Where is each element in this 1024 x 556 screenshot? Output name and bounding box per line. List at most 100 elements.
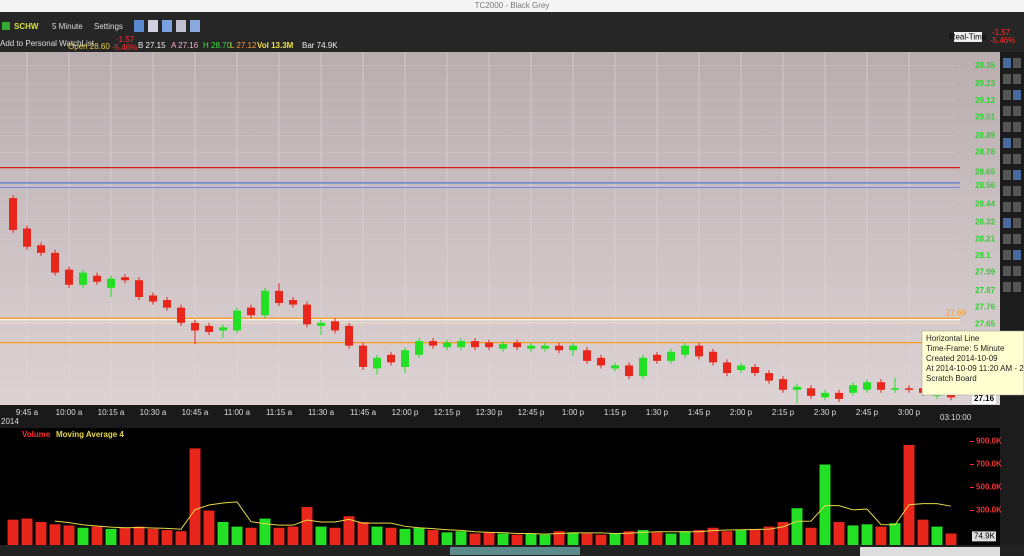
volume-bar — [693, 530, 705, 545]
volume-bar — [119, 527, 131, 545]
tool-button[interactable] — [1003, 154, 1011, 164]
watchlist[interactable]: Add to Personal WatchList — [0, 39, 95, 48]
volume-bar — [469, 533, 481, 545]
candle-body — [583, 350, 591, 361]
quote-ask: A 27.16 — [171, 41, 199, 50]
tool-button[interactable] — [1013, 282, 1021, 292]
volume-bar — [945, 533, 957, 545]
tool-button[interactable] — [1013, 186, 1021, 196]
tool-button[interactable] — [1003, 122, 1011, 132]
y-tick-label: 28.21 — [975, 234, 996, 243]
tool-button[interactable] — [1003, 250, 1011, 260]
tool-icon[interactable] — [134, 20, 144, 32]
volume-bar — [735, 530, 747, 545]
candle-body — [37, 245, 45, 253]
tool-button[interactable] — [1013, 170, 1021, 180]
tool-button[interactable] — [1013, 138, 1021, 148]
x-tick-label: 2:15 p — [772, 408, 795, 417]
x-tick-label: 11:30 a — [308, 408, 335, 417]
tool-icon[interactable] — [176, 20, 186, 32]
add-icon[interactable] — [2, 22, 10, 30]
candle-body — [93, 275, 101, 282]
tool-button[interactable] — [1013, 266, 1021, 276]
y-tick-label: 27.65 — [975, 319, 996, 328]
volume-bar — [399, 528, 411, 545]
tool-icon[interactable] — [162, 20, 172, 32]
last-price: 27.16 — [974, 394, 995, 403]
tool-button[interactable] — [1003, 138, 1011, 148]
last-price-box — [972, 393, 996, 404]
tool-button[interactable] — [1003, 58, 1011, 68]
pane-title: Volume — [22, 430, 51, 439]
tool-button[interactable] — [1013, 106, 1021, 116]
candle-body — [765, 373, 773, 381]
tool-button[interactable] — [1003, 202, 1011, 212]
volume-bar — [833, 522, 845, 545]
candle-body — [79, 272, 87, 285]
candle-body — [653, 354, 661, 361]
symbol[interactable]: SCHW — [14, 22, 39, 31]
candle-body — [317, 322, 325, 326]
volume-bar — [7, 519, 19, 545]
candle-body — [793, 386, 801, 390]
tool-button[interactable] — [1003, 218, 1011, 228]
candle-body — [205, 325, 213, 332]
timeframe[interactable]: 5 Minute — [52, 22, 83, 31]
tool-button[interactable] — [1013, 234, 1021, 244]
tool-button[interactable] — [1013, 250, 1021, 260]
volume-bar — [77, 527, 89, 545]
tool-button[interactable] — [1013, 202, 1021, 212]
volume-bar — [861, 524, 873, 545]
candle-body — [303, 304, 311, 325]
x-tick-label: 10:00 a — [56, 408, 83, 417]
clock-label: 03:10:00 — [940, 413, 972, 422]
x-tick-label: 9:45 a — [16, 408, 39, 417]
candle-body — [597, 357, 605, 366]
settings[interactable]: Settings — [94, 22, 123, 31]
tool-button[interactable] — [1003, 90, 1011, 100]
volume-bar — [455, 531, 467, 545]
candle-body — [681, 345, 689, 355]
tool-button[interactable] — [1003, 282, 1011, 292]
volume-bar — [21, 518, 33, 545]
volume-bar — [49, 524, 61, 545]
quote-bid: B 27.15 — [138, 41, 166, 50]
candle-body — [387, 354, 395, 363]
tool-button[interactable] — [1003, 74, 1011, 84]
volume-bar — [287, 526, 299, 545]
y-tick-label: 28.44 — [975, 199, 996, 208]
realtime-box[interactable] — [954, 32, 982, 42]
volume-bar — [273, 527, 285, 545]
tool-button[interactable] — [1003, 266, 1011, 276]
overlay-title: Moving Average 4 — [56, 430, 124, 439]
tool-button[interactable] — [1013, 90, 1021, 100]
candle-body — [51, 252, 59, 273]
volume-bar — [917, 519, 929, 545]
volume-bar — [343, 516, 355, 545]
candle-body — [247, 307, 255, 316]
tool-icon[interactable] — [148, 20, 158, 32]
tool-button[interactable] — [1013, 74, 1021, 84]
y-tick-label: 28.65 — [975, 167, 996, 176]
tool-button[interactable] — [1003, 106, 1011, 116]
realtime[interactable]: Real-Time — [950, 33, 987, 42]
volume-bar — [147, 528, 159, 545]
tooltip-line: Scratch Board — [926, 374, 977, 383]
line-label: 27.69 — [946, 308, 967, 317]
tool-button[interactable] — [1013, 154, 1021, 164]
tool-button[interactable] — [1003, 234, 1011, 244]
candle-body — [835, 392, 843, 399]
tool-button[interactable] — [1003, 170, 1011, 180]
volume-bar — [623, 531, 635, 545]
tool-icon[interactable] — [190, 20, 200, 32]
candle-body — [135, 280, 143, 297]
scroll-thumb[interactable] — [450, 547, 580, 555]
tool-button[interactable] — [1003, 186, 1011, 196]
volume-bar — [581, 533, 593, 545]
tool-button[interactable] — [1013, 218, 1021, 228]
candle-body — [709, 351, 717, 363]
volume-bar — [413, 527, 425, 545]
tool-button[interactable] — [1013, 58, 1021, 68]
moving-average — [54, 501, 952, 535]
tool-button[interactable] — [1013, 122, 1021, 132]
